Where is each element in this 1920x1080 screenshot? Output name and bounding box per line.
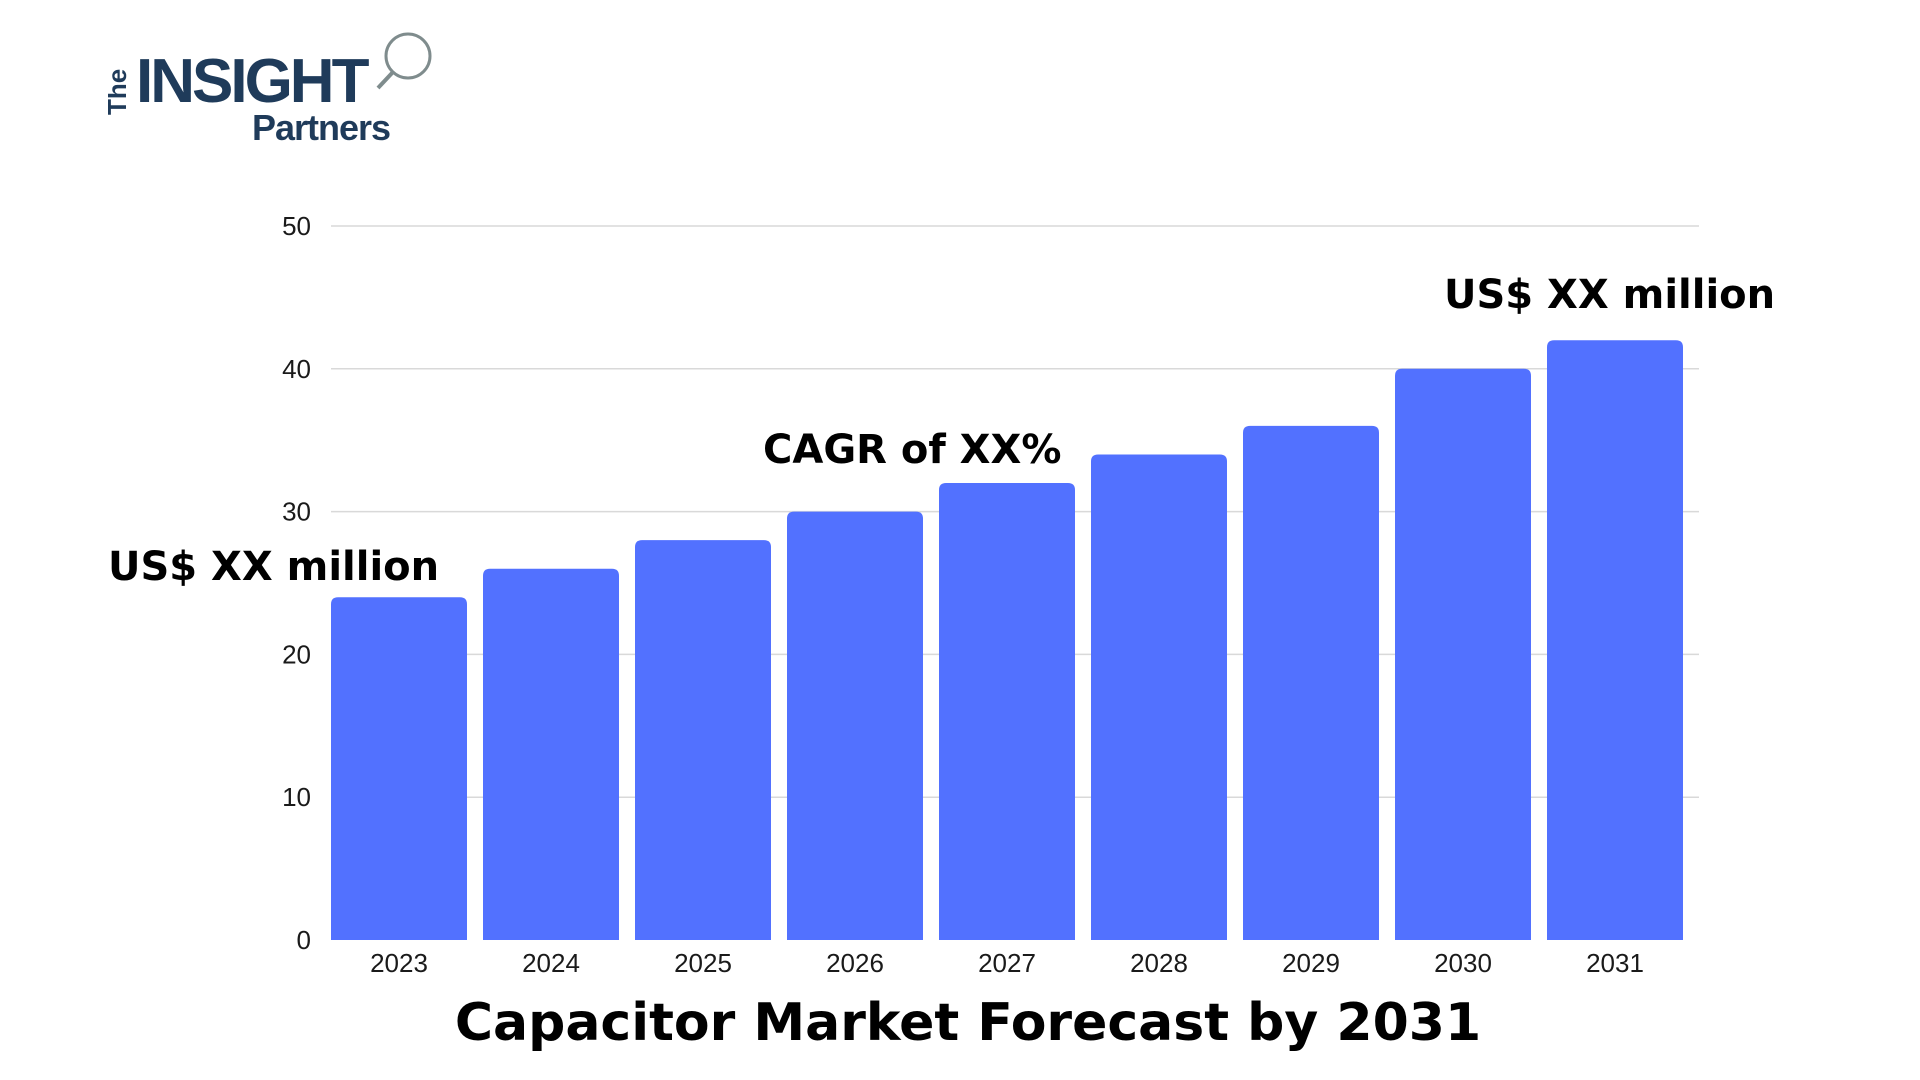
logo-the-text: The [108,69,132,115]
logo-insight-text: INSIGHT [136,47,370,116]
bar-2026 [787,511,923,940]
bar-2025 [635,540,771,940]
x-tick-label: 2028 [1130,948,1188,978]
bar-2023 [331,597,467,940]
logo-partners-text: Partners [252,107,390,148]
x-tick-label: 2029 [1282,948,1340,978]
bar-2028 [1091,454,1227,940]
bar-2031 [1547,340,1683,940]
x-axis-ticks: 2023 2024 2025 2026 2027 2028 2029 2030 2031 [370,948,1644,978]
x-tick-label: 2024 [522,948,580,978]
bar-2030 [1395,368,1531,940]
y-tick-label: 0 [297,925,311,955]
y-tick-label: 30 [282,497,311,527]
x-tick-label: 2026 [826,948,884,978]
logo-magnifier-icon [376,32,432,90]
start-value-annotation: US$ XX million [108,544,439,590]
x-tick-label: 2025 [674,948,732,978]
x-tick-label: 2023 [370,948,428,978]
y-tick-label: 40 [282,354,311,384]
chart-title: Capacitor Market Forecast by 2031 [455,993,1481,1053]
bars [331,340,1683,940]
y-tick-label: 10 [282,782,311,812]
y-tick-label: 50 [282,211,311,241]
end-value-annotation: US$ XX million [1444,272,1775,318]
x-tick-label: 2027 [978,948,1036,978]
x-tick-label: 2031 [1586,948,1644,978]
bar-2027 [939,483,1075,940]
x-tick-label: 2030 [1434,948,1492,978]
y-axis-ticks: 0 10 20 30 40 50 [282,211,311,955]
y-tick-label: 20 [282,639,311,669]
cagr-annotation: CAGR of XX% [763,427,1061,473]
bar-2029 [1243,425,1379,940]
bar-2024 [483,568,619,940]
insight-partners-logo: The INSIGHT Partners [108,32,432,148]
